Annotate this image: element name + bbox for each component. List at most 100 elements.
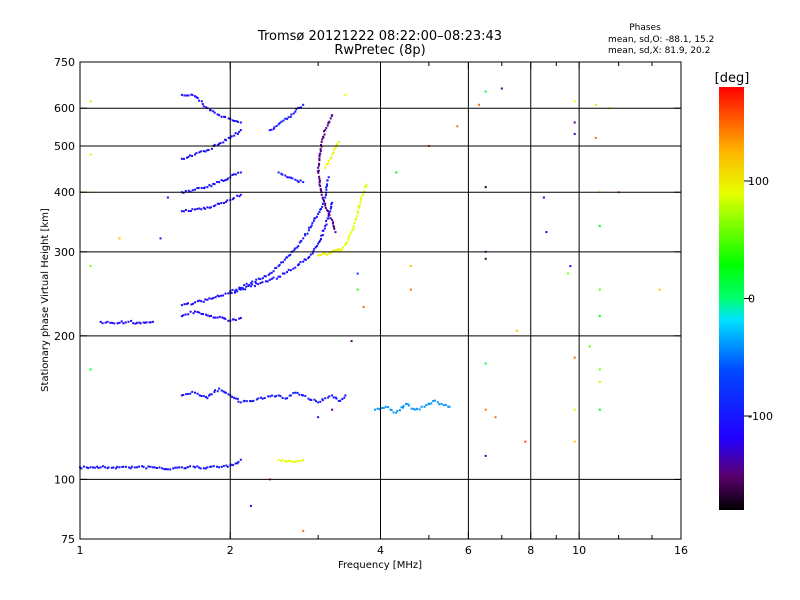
trace-point (327, 210, 329, 213)
trace-point (163, 468, 166, 471)
trace-point (232, 173, 235, 176)
trace-point (324, 397, 327, 400)
scatter-point (302, 529, 305, 532)
trace-point (212, 297, 215, 300)
trace-point (212, 465, 215, 468)
trace-point (208, 184, 211, 187)
x-tick-label: 10 (572, 544, 586, 557)
trace-point (198, 311, 201, 314)
trace-point (243, 399, 246, 402)
trace-point (363, 190, 366, 193)
trace-point (85, 466, 88, 469)
trace-point (129, 467, 132, 470)
trace-point (234, 173, 237, 176)
trace-point (227, 117, 230, 120)
trace-point (199, 150, 202, 153)
trace-point (206, 149, 209, 152)
trace-point (205, 106, 208, 109)
trace-point (191, 208, 194, 211)
scatter-point (89, 265, 92, 268)
trace-point (271, 394, 274, 397)
scatter-point (658, 288, 661, 291)
trace-point (218, 202, 221, 205)
y-axis-label: Stationary phase Virtual Height [km] (40, 208, 51, 392)
trace-point (196, 465, 199, 468)
trace-point (199, 467, 202, 470)
trace-point (353, 221, 356, 224)
trace-point (165, 468, 167, 471)
trace-point (252, 399, 255, 402)
trace-point (220, 202, 223, 204)
trace-point (356, 212, 359, 214)
trace-point (234, 397, 237, 400)
trace-point (313, 217, 316, 220)
trace-point (319, 400, 322, 403)
trace-point (106, 320, 109, 323)
trace-point (387, 406, 390, 409)
trace-point (202, 105, 205, 108)
trace-point (109, 321, 112, 324)
trace-point (284, 174, 287, 177)
trace-point (311, 221, 314, 224)
trace-point (237, 171, 240, 174)
trace-point (310, 399, 313, 401)
trace-point (242, 288, 245, 291)
trace-point (239, 286, 242, 289)
y-tick-label: 200 (54, 330, 75, 343)
trace-point (208, 206, 211, 209)
trace-point (243, 284, 246, 287)
trace-point (97, 466, 100, 469)
trace-point (321, 202, 324, 205)
trace-point (312, 250, 315, 253)
grid-lines (80, 62, 681, 539)
trace-point (206, 206, 209, 209)
trace-point (344, 244, 347, 246)
trace-point (282, 119, 285, 122)
scatter-point (573, 100, 576, 103)
trace-point (208, 297, 211, 300)
trace-point (442, 404, 445, 407)
trace-point (186, 466, 189, 469)
trace-point (300, 240, 303, 243)
plot-area (79, 87, 661, 532)
trace-point (378, 408, 381, 411)
trace-point (295, 108, 298, 111)
trace-point (321, 205, 324, 208)
trace-point (352, 225, 355, 228)
trace-point (255, 278, 258, 281)
trace-point (218, 114, 221, 117)
trace-point (206, 397, 209, 400)
trace-point (238, 130, 241, 133)
trace-point (273, 395, 276, 398)
trace-point (272, 270, 275, 273)
trace-point (194, 391, 196, 394)
trace-point (92, 466, 94, 469)
trace-point (349, 232, 352, 235)
trace-point (239, 458, 242, 461)
trace-point (218, 387, 221, 390)
trace-point (324, 129, 327, 132)
trace-point (317, 171, 320, 174)
trace-point (210, 393, 213, 396)
trace-point (297, 181, 300, 183)
scatter-point (524, 440, 527, 443)
stats-heading: Phases (629, 23, 661, 33)
trace-point (197, 187, 200, 189)
trace-point (187, 94, 190, 97)
trace-point (219, 142, 222, 144)
trace-point (189, 210, 192, 212)
trace-point (192, 312, 195, 315)
trace-point (224, 391, 227, 394)
trace-point (292, 392, 295, 395)
trace-point (313, 247, 316, 250)
trace-point (289, 394, 292, 397)
trace-point (313, 398, 316, 401)
trace-point (334, 249, 337, 252)
x-axis-label: Frequency [MHz] (338, 560, 422, 571)
trace-point (300, 106, 303, 109)
trace-point (357, 205, 360, 208)
y-tick-label: 750 (54, 56, 75, 69)
trace-point (284, 459, 287, 462)
trace-point (233, 120, 236, 122)
trace-point (331, 153, 334, 156)
